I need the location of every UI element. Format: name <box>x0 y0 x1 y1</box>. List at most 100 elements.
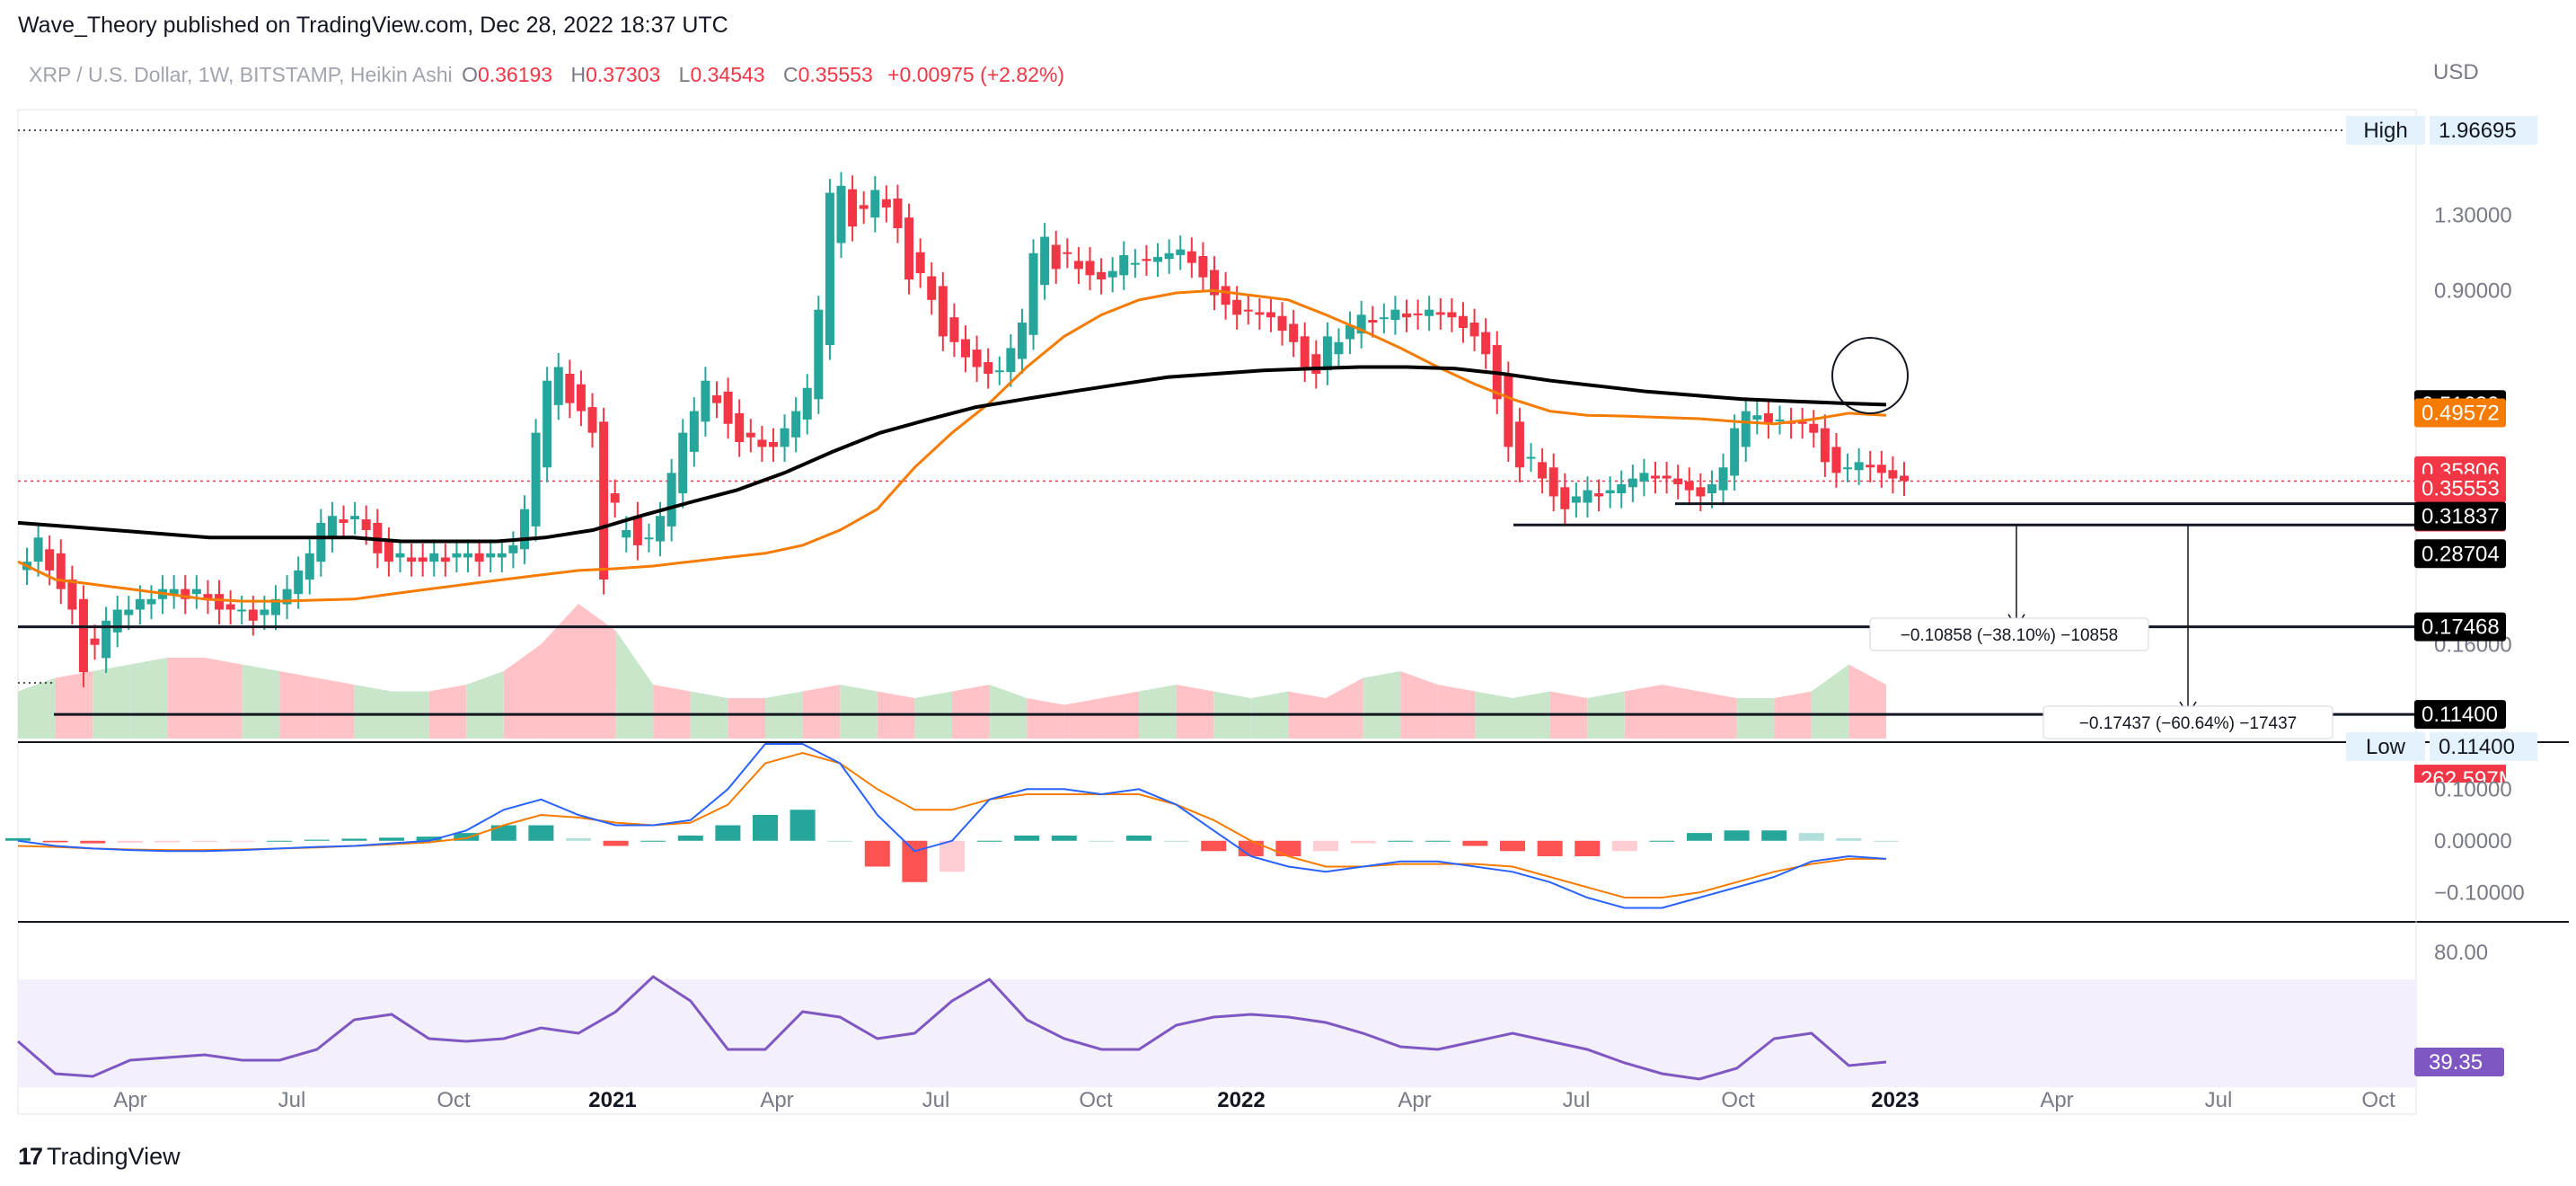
price-tag-value: 0.11400 <box>2422 703 2498 727</box>
candle-body <box>1594 493 1604 497</box>
candle-body <box>836 185 846 243</box>
macd-histogram-bar <box>1724 830 1750 841</box>
volume-area-segment <box>129 658 168 739</box>
candle-body <box>169 589 179 595</box>
macd-histogram-bar <box>1051 836 1077 841</box>
volume-area-segment <box>242 664 280 739</box>
price-axis-tick: 0.90000 <box>2434 279 2512 303</box>
candle-body <box>316 522 326 562</box>
candle-body <box>768 442 778 447</box>
candle-body <box>1730 428 1740 476</box>
price-tag-value: 0.28704 <box>2422 542 2500 566</box>
tradingview-logo-text: TradingView <box>47 1143 181 1170</box>
volume-area-segment <box>18 677 56 739</box>
time-axis-tick: 2023 <box>1871 1088 1919 1112</box>
plot-frame <box>17 109 2417 1115</box>
macd-histogram-bar <box>1611 840 1637 852</box>
candle-body <box>644 537 654 540</box>
volume-area-segment <box>615 631 654 739</box>
candle-body <box>1583 490 1592 503</box>
macd-histogram-bar <box>1238 840 1264 856</box>
candle-body <box>802 387 812 420</box>
candle-body <box>1017 323 1027 359</box>
candle-body <box>67 580 77 610</box>
candle-body <box>610 493 620 503</box>
candle-body <box>1051 244 1061 270</box>
candle-body <box>1741 411 1751 447</box>
candle-body <box>1854 462 1864 471</box>
candle-body <box>1402 313 1412 318</box>
macd-histogram-bar <box>454 833 480 841</box>
price-tag-value: 0.11400 <box>2439 735 2515 759</box>
candle-body <box>791 411 801 438</box>
candle-body <box>1097 271 1107 280</box>
low-value: 0.34543 <box>690 63 765 86</box>
macd-line <box>17 743 1887 909</box>
time-axis-tick: Apr <box>760 1088 793 1112</box>
candle-body <box>1696 487 1706 497</box>
macd-histogram-bar <box>864 840 890 867</box>
candle-body <box>1334 341 1344 355</box>
candle-body <box>1707 484 1716 494</box>
macd-histogram-bar <box>379 837 404 841</box>
open-label: O <box>462 63 478 86</box>
candle-body <box>927 276 937 300</box>
candle-body <box>1752 415 1762 420</box>
volume-area-segment <box>1736 698 1775 739</box>
candle-body <box>1435 312 1445 315</box>
macd-histogram-bar <box>416 836 442 841</box>
candle-body <box>712 395 722 403</box>
candle-body <box>1164 252 1174 260</box>
time-axis-tick: Apr <box>113 1088 146 1112</box>
candle-body <box>191 589 201 595</box>
time-axis-tick: Apr <box>2040 1088 2073 1112</box>
volume-area-segment <box>952 685 990 739</box>
rsi-axis-tick: 80.00 <box>2434 941 2488 965</box>
rsi-value-tag-text: 39.35 <box>2429 1050 2483 1075</box>
price-tag-value: 0.17468 <box>2422 615 2500 640</box>
candle-body <box>622 529 631 538</box>
volume-area-segment <box>541 604 578 739</box>
candle-body <box>407 557 417 562</box>
candle-body <box>101 620 111 659</box>
rsi-line <box>17 975 1887 1081</box>
candle-body <box>327 516 337 538</box>
macd-histogram-bar <box>753 815 778 841</box>
tradingview-logo[interactable]: 17 TradingView <box>18 1143 181 1171</box>
candle-body <box>632 516 642 545</box>
macd-histogram-bar <box>1163 840 1189 842</box>
macd-histogram-bar <box>1874 840 1899 842</box>
close-value: 0.35553 <box>798 63 873 86</box>
candle-body <box>587 407 597 433</box>
macd-histogram-bar <box>1575 840 1601 856</box>
candle-body <box>1266 312 1275 318</box>
measure-label-box <box>1869 617 2149 651</box>
price-tag-label: High <box>2363 119 2407 143</box>
candle-body <box>825 192 834 346</box>
macd-histogram-bar <box>1014 836 1040 841</box>
candle-body <box>1153 257 1163 262</box>
candle-body <box>1447 312 1457 318</box>
candle-body <box>1458 315 1468 329</box>
candle-body <box>463 553 473 558</box>
candle-body <box>1481 332 1491 355</box>
symbol-legend: XRP / U.S. Dollar, 1W, BITSTAMP, Heikin … <box>29 63 1064 87</box>
candle-body <box>1876 465 1886 474</box>
candle-body <box>112 609 122 633</box>
volume-area-segment <box>93 664 130 739</box>
price-tag <box>2414 765 2506 783</box>
candle-body <box>543 380 552 468</box>
macd-histogram-bar <box>490 825 516 841</box>
candle-body <box>1176 249 1186 255</box>
symbol-line: XRP / U.S. Dollar, 1W, BITSTAMP, Heikin … <box>29 63 453 86</box>
candle-body <box>1368 320 1378 323</box>
macd-histogram-bar <box>117 840 143 844</box>
macd-histogram-bar <box>1425 840 1451 842</box>
volume-area-segment <box>1437 685 1476 739</box>
candle-body <box>294 570 304 595</box>
candle-body <box>1538 462 1548 479</box>
macd-histogram-bar <box>1201 840 1227 852</box>
change-value: +0.00975 (+2.82%) <box>887 63 1065 86</box>
candle-body <box>1526 456 1536 459</box>
